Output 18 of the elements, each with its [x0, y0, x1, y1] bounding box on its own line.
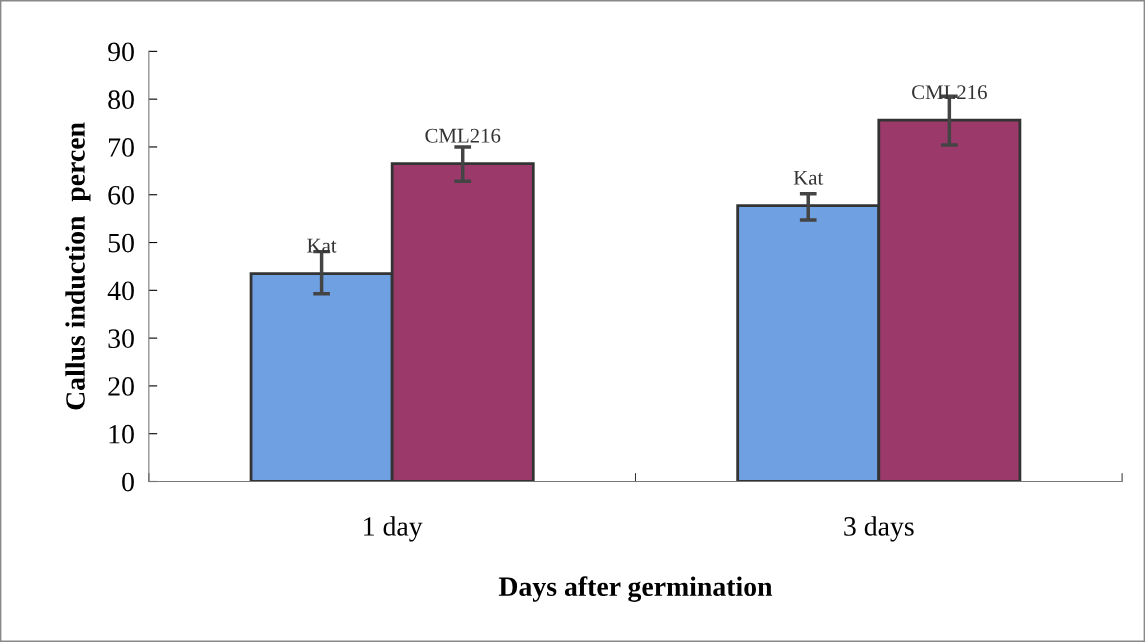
series-label: Kat — [793, 170, 824, 185]
y-tick-label: 60 — [108, 185, 134, 205]
y-tick-label: 20 — [108, 377, 134, 396]
x-tick-label: 1 day — [364, 516, 423, 542]
y-tick-label: 30 — [108, 329, 134, 349]
y-tick-label: 80 — [108, 90, 134, 110]
x-tick-label: 3 days — [844, 516, 914, 542]
y-tick-label: 50 — [108, 233, 134, 253]
y-tick-label: 40 — [107, 281, 134, 301]
y-tick-label: 70 — [109, 138, 134, 157]
text: CML216 — [912, 85, 987, 100]
y-axis-title: Callus induction percen — [65, 122, 91, 410]
text: Kat — [307, 238, 337, 253]
y-tick-label: 0 — [122, 472, 134, 492]
y-tick-label: 10 — [109, 424, 134, 444]
y-tick-label: 90 — [108, 42, 134, 62]
x-axis-title: Days after germination — [498, 576, 773, 602]
series-label: CML216 — [425, 128, 501, 143]
